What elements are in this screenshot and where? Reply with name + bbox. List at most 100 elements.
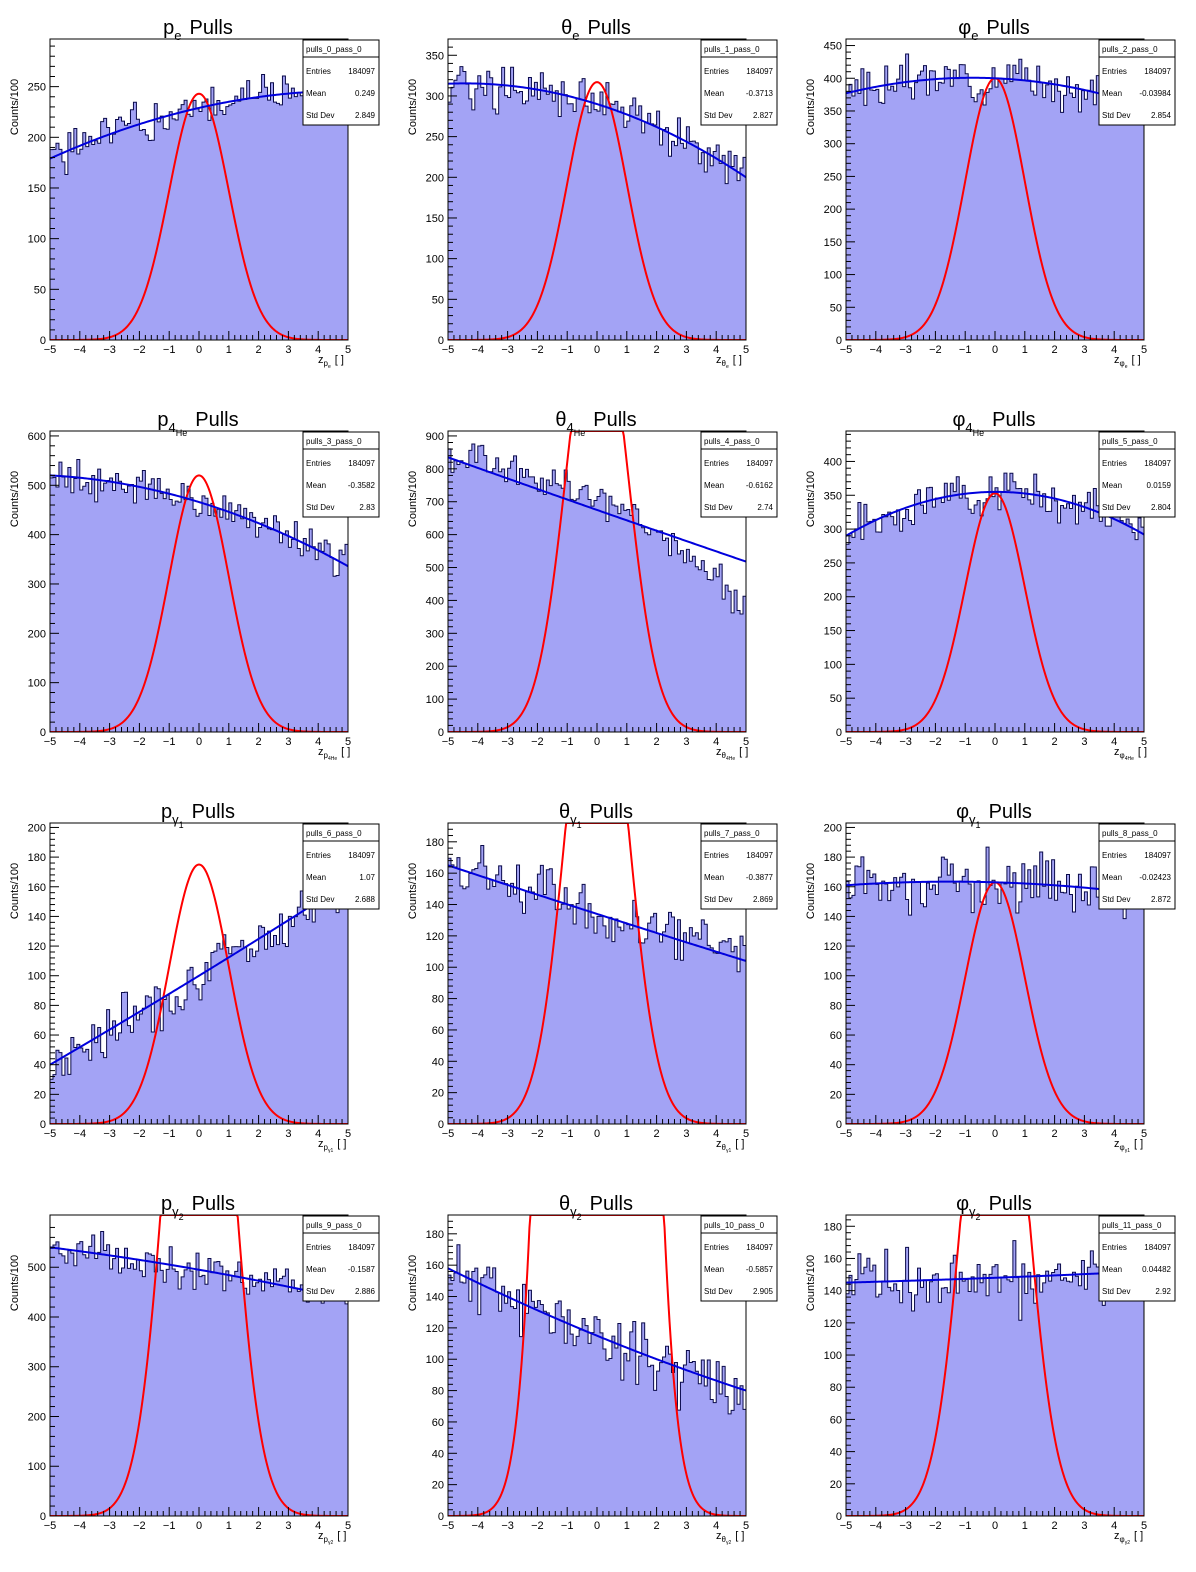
- stats-entries-value: 184097: [1144, 459, 1171, 468]
- y-tick-label: 40: [830, 1060, 842, 1072]
- x-tick-label: 2: [654, 736, 660, 748]
- x-tick-label: 4: [713, 344, 719, 356]
- y-tick-label: 160: [426, 868, 444, 880]
- x-tick-label: 5: [743, 344, 749, 356]
- y-tick-label: 200: [824, 204, 842, 216]
- stats-std-label: Std Dev: [1102, 895, 1130, 904]
- y-tick-label: 180: [824, 1221, 842, 1233]
- y-tick-label: 150: [824, 626, 842, 638]
- x-tick-label: 2: [654, 1520, 660, 1532]
- gaussian-curve: [50, 1215, 348, 1516]
- y-tick-label: 0: [40, 1119, 46, 1131]
- x-tick-label: −5: [44, 1520, 57, 1532]
- y-tick-label: 600: [28, 431, 46, 443]
- chart-title: φγ2Pulls: [956, 1193, 1032, 1222]
- stats-entries-value: 184097: [746, 851, 773, 860]
- stats-std-label: Std Dev: [306, 503, 334, 512]
- x-tick-label: −2: [929, 344, 942, 356]
- stats-entries-value: 184097: [348, 459, 375, 468]
- fit-curve: [50, 881, 348, 1066]
- x-tick-label: −4: [870, 736, 883, 748]
- stats-std-value: 2.83: [359, 503, 375, 512]
- x-tick-label: 1: [226, 736, 232, 748]
- histogram-panel: −5 −4 −3 −2 −1 0 1 2 3 4 5 0 20 40 60 80 100 120 140 160 180…: [398, 784, 796, 1176]
- y-tick-label: 20: [830, 1479, 842, 1491]
- stats-std-value: 2.804: [1151, 503, 1172, 512]
- y-tick-label: 40: [34, 1060, 46, 1072]
- x-tick-label: −3: [103, 736, 116, 748]
- stats-mean-value: 0.04482: [1142, 1265, 1171, 1274]
- chart-title: φe Pulls: [958, 17, 1030, 43]
- histogram-bars: [50, 74, 348, 340]
- y-tick-label: 100: [426, 1354, 444, 1366]
- x-tick-label: 0: [594, 1128, 600, 1140]
- y-axis-label: Counts/100: [9, 471, 21, 527]
- x-tick-label: 4: [315, 1128, 321, 1140]
- y-tick-label: 60: [830, 1030, 842, 1042]
- x-tick-label: −3: [899, 344, 912, 356]
- x-tick-label: 2: [1052, 1128, 1058, 1140]
- chart-title: φ4HePulls: [952, 409, 1035, 438]
- stats-name: pulls_4_pass_0: [704, 437, 760, 446]
- x-tick-label: −4: [472, 736, 485, 748]
- x-tick-label: 4: [315, 736, 321, 748]
- y-tick-label: 160: [426, 1260, 444, 1272]
- stats-name: pulls_10_pass_0: [704, 1221, 765, 1230]
- stats-box: pulls_3_pass_0 Entries 184097 Mean -0.3582 St…: [302, 431, 380, 518]
- y-tick-label: 160: [824, 882, 842, 894]
- gaussian-curve: [448, 823, 746, 1124]
- x-tick-label: −4: [870, 344, 883, 356]
- x-tick-label: 3: [683, 736, 689, 748]
- stats-box: pulls_2_pass_0 Entries 184097 Mean -0.03984 S…: [1098, 39, 1176, 126]
- y-axis-label: Counts/100: [805, 79, 817, 135]
- y-tick-label: 450: [824, 41, 842, 53]
- stats-std-label: Std Dev: [704, 111, 732, 120]
- histogram-plot: −5 −4 −3 −2 −1 0 1 2 3 4 5050100150200250300350400…: [805, 17, 1176, 370]
- x-tick-label: 3: [1081, 736, 1087, 748]
- histogram-panel: −5 −4 −3 −2 −1 0 1 2 3 4 5 0 50 100 150 200 250 300 350 400…: [796, 392, 1194, 784]
- x-tick-label: −4: [870, 1520, 883, 1532]
- x-tick-label: 1: [624, 1128, 630, 1140]
- y-tick-label: 900: [426, 431, 444, 443]
- y-tick-label: 160: [824, 1253, 842, 1265]
- y-tick-label: 0: [438, 335, 444, 347]
- y-tick-label: 80: [432, 1386, 444, 1398]
- stats-mean-value: -0.3582: [348, 481, 376, 490]
- y-tick-label: 500: [28, 480, 46, 492]
- y-tick-label: 150: [824, 237, 842, 249]
- x-tick-label: −1: [561, 736, 574, 748]
- x-tick-label: 5: [1141, 1128, 1147, 1140]
- histogram-plot: −5 −4 −3 −2 −1 0 1 2 3 4 5 0 20 40 60 80 100 120 140 160 180…: [407, 1193, 778, 1546]
- x-tick-label: −2: [531, 736, 544, 748]
- stats-std-label: Std Dev: [306, 895, 334, 904]
- stats-name: pulls_0_pass_0: [306, 45, 362, 54]
- y-tick-label: 100: [824, 270, 842, 282]
- histogram-panel: −5 −4 −3 −2 −1 0 1 2 3 4 5 0 20 40 60 80 100 120 140 160 180…: [796, 784, 1194, 1176]
- x-tick-label: −5: [44, 344, 57, 356]
- stats-entries-label: Entries: [306, 67, 331, 76]
- y-tick-label: 0: [438, 1511, 444, 1523]
- x-axis-label: zθγ2[ ]: [716, 1530, 744, 1546]
- y-tick-label: 400: [426, 595, 444, 607]
- stats-entries-label: Entries: [306, 459, 331, 468]
- x-tick-label: 3: [683, 344, 689, 356]
- x-tick-label: −1: [561, 1128, 574, 1140]
- y-tick-label: 140: [28, 911, 46, 923]
- x-tick-label: 1: [226, 1520, 232, 1532]
- x-tick-label: −3: [103, 344, 116, 356]
- y-tick-label: 700: [426, 497, 444, 509]
- stats-entries-label: Entries: [704, 851, 729, 860]
- y-tick-label: 400: [28, 530, 46, 542]
- x-tick-label: −1: [163, 1128, 176, 1140]
- histogram-panel: −5 −4 −3 −2 −1 0 1 2 3 4 5 0 100 200 300 400 500 Counts/1…: [0, 1176, 398, 1568]
- x-tick-label: 5: [1141, 344, 1147, 356]
- x-tick-label: −5: [840, 1520, 853, 1532]
- stats-std-value: 2.854: [1151, 111, 1172, 120]
- stats-mean-value: 0.249: [355, 89, 376, 98]
- x-tick-label: −2: [133, 1520, 146, 1532]
- x-tick-label: 0: [196, 736, 202, 748]
- x-tick-label: −2: [531, 344, 544, 356]
- x-tick-label: −1: [959, 1520, 972, 1532]
- x-axis-label: zθe[ ]: [716, 354, 742, 370]
- y-tick-label: 200: [426, 172, 444, 184]
